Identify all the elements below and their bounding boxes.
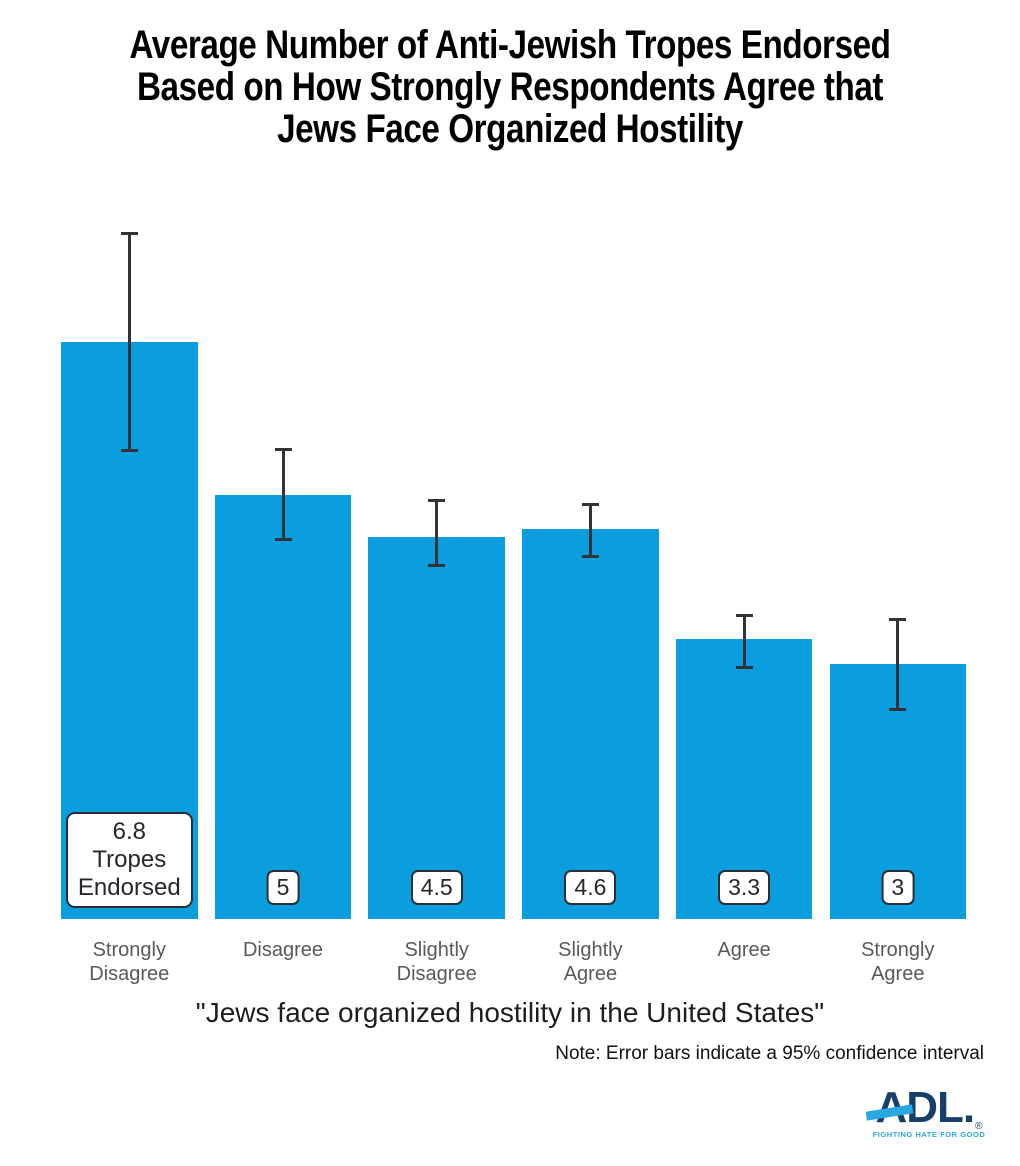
bar-value-label: 3 [881, 870, 915, 905]
error-bar [274, 448, 292, 542]
error-bar-line [742, 613, 746, 669]
category-label-line: Strongly [92, 939, 166, 961]
bar-value-label: 6.8 Tropes Endorsed [66, 812, 193, 908]
category-label: Disagree [206, 938, 360, 962]
bar-value-line: 3 [891, 874, 905, 900]
bar-value-label: 4.5 [410, 870, 463, 905]
error-bar [889, 617, 907, 712]
bar-value-line: 6.8 [112, 818, 146, 845]
error-bar-bottom-cap [735, 665, 753, 669]
adl-logo-wordmark: ADL.® [866, 1083, 983, 1132]
error-bar-line [281, 448, 285, 542]
category-label: Slightly Agree [514, 938, 668, 986]
bar-value-line: 3.3 [728, 874, 761, 900]
category-label-line: Agree [563, 963, 618, 985]
bar-value-label: 4.6 [564, 870, 617, 905]
note-text: Note: Error bars indicate a 95% confiden… [555, 1043, 984, 1064]
category-label-line: Disagree [89, 963, 170, 985]
error-bar-bottom-cap [428, 563, 446, 567]
category-label-line: Slightly [404, 939, 469, 961]
bar-value-line: Endorsed [77, 874, 181, 901]
error-bar [428, 498, 446, 567]
chart-title: Average Number of Anti-Jewish Tropes End… [87, 24, 934, 150]
category-label-line: Disagree [242, 939, 323, 961]
category-label: Strongly Disagree [52, 938, 206, 986]
error-bar-line [588, 503, 592, 559]
bar-value-line: 4.5 [420, 874, 453, 900]
error-bar [581, 503, 599, 559]
bar-value-label: 5 [266, 870, 300, 905]
category-label: Slightly Disagree [360, 938, 514, 986]
registered-trademark-icon: ® [975, 1121, 983, 1132]
error-bar-line [127, 231, 131, 453]
error-bar [735, 613, 753, 669]
category-label-line: Disagree [396, 963, 477, 985]
error-bar-line [896, 617, 900, 712]
bar [368, 537, 505, 919]
chart-title-line: Jews Face Organized Hostility [277, 107, 743, 151]
error-bar-line [435, 498, 439, 567]
bar-value-label: 3.3 [718, 870, 771, 905]
error-bar-bottom-cap [274, 538, 292, 542]
category-label-line: Agree [717, 939, 771, 961]
error-bar-bottom-cap [120, 449, 138, 453]
error-bar-bottom-cap [581, 555, 599, 559]
category-label-line: Slightly [558, 939, 623, 961]
chart-title-line: Based on How Strongly Respondents Agree … [136, 65, 884, 109]
bar-value-line: 4.6 [574, 874, 607, 900]
x-axis-caption: "Jews face organized hostility in the Un… [195, 997, 825, 1028]
category-label: Strongly Agree [821, 938, 975, 986]
bar-value-line: Tropes [92, 846, 167, 873]
bar-value-line: 5 [276, 874, 290, 900]
adl-logo: ADL.® FIGHTING HATE FOR GOOD [864, 1086, 994, 1139]
bar [214, 494, 352, 919]
error-bar-bottom-cap [889, 708, 907, 712]
adl-logo-period: . [962, 1083, 975, 1132]
category-label: Agree [667, 938, 821, 962]
chart-title-line: Average Number of Anti-Jewish Tropes End… [129, 23, 891, 67]
category-label-line: Agree [871, 963, 925, 985]
adl-logo-tagline: FIGHTING HATE FOR GOOD [872, 1130, 986, 1139]
error-bar [120, 231, 138, 453]
bar [522, 528, 659, 919]
category-label-line: Strongly [861, 939, 935, 961]
